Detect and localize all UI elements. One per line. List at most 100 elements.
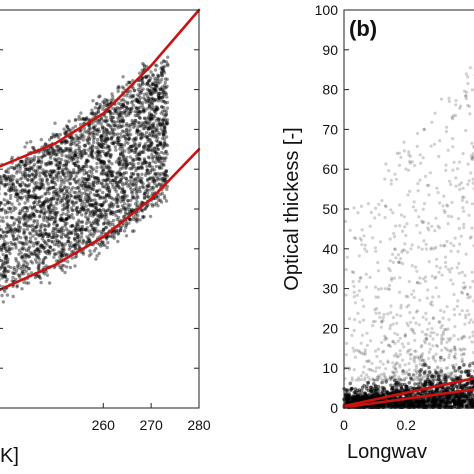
scatter-point	[146, 74, 151, 78]
scatter-point	[0, 228, 4, 232]
scatter-point	[149, 123, 153, 127]
scatter-point	[27, 254, 31, 259]
scatter-point	[102, 184, 106, 189]
scatter-point	[47, 205, 51, 210]
scatter-point	[389, 402, 394, 407]
scatter-point	[43, 211, 47, 215]
scatter-point	[22, 174, 26, 178]
scatter-point	[150, 142, 154, 146]
scatter-point	[52, 197, 56, 201]
scatter-point	[125, 179, 129, 183]
scatter-point	[128, 124, 132, 129]
scatter-point	[129, 161, 133, 165]
scatter-point	[97, 141, 101, 146]
scatter-point	[149, 101, 154, 105]
scatter-point	[10, 216, 14, 220]
x-tick-label: 280	[187, 417, 211, 433]
scatter-point	[126, 205, 131, 209]
scatter-point	[160, 191, 164, 195]
scatter-point	[89, 151, 93, 155]
scatter-point	[64, 171, 69, 175]
scatter-point	[407, 361, 411, 366]
scatter-point	[24, 210, 28, 215]
scatter-point	[155, 155, 160, 159]
scatter-point	[17, 202, 22, 206]
scatter-point	[102, 160, 106, 164]
scatter-point	[12, 205, 16, 209]
scatter-point	[142, 126, 147, 131]
scatter-point	[74, 247, 78, 251]
scatter-point	[373, 369, 378, 373]
scatter-point	[351, 396, 355, 400]
scatter-point	[93, 124, 98, 128]
scatter-point	[130, 196, 135, 200]
scatter-point	[39, 164, 43, 169]
scatter-point	[20, 241, 25, 245]
scatter-point	[116, 174, 120, 179]
scatter-point	[26, 196, 31, 200]
scatter-point	[90, 171, 94, 175]
scatter-point	[29, 224, 33, 228]
scatter-point	[114, 109, 118, 114]
scatter-point	[43, 142, 48, 147]
scatter-point	[26, 219, 30, 223]
scatter-point	[92, 167, 96, 171]
scatter-point	[70, 212, 74, 217]
scatter-point	[70, 230, 74, 235]
scatter-point	[59, 183, 63, 187]
scatter-point	[57, 156, 61, 161]
scatter-point	[0, 243, 4, 248]
scatter-point	[145, 94, 149, 98]
scatter-point	[387, 343, 391, 347]
scatter-point	[121, 111, 125, 115]
scatter-point	[95, 141, 100, 145]
scatter-point	[45, 215, 50, 220]
scatter-point	[27, 240, 32, 244]
scatter-point	[38, 232, 42, 236]
scatter-point	[107, 159, 111, 163]
scatter-point	[155, 132, 159, 137]
scatter-point	[134, 105, 138, 110]
scatter-point	[154, 129, 159, 133]
scatter-point	[101, 240, 105, 245]
scatter-point	[2, 269, 6, 274]
scatter-point	[50, 248, 55, 252]
scatter-point	[55, 145, 59, 149]
scatter-point	[16, 163, 21, 167]
scatter-point	[94, 208, 99, 212]
scatter-point	[95, 101, 99, 106]
scatter-point	[100, 159, 104, 163]
scatter-point	[79, 153, 83, 157]
scatter-point	[73, 153, 78, 158]
scatter-point	[6, 257, 10, 262]
scatter-point	[34, 225, 38, 229]
scatter-point	[141, 182, 145, 186]
scatter-point	[103, 196, 108, 200]
scatter-point	[81, 205, 85, 209]
scatter-point	[127, 161, 131, 166]
scatter-point	[105, 129, 110, 133]
scatter-point	[9, 188, 13, 192]
scatter-point	[124, 177, 129, 181]
scatter-point	[81, 179, 85, 184]
scatter-point	[157, 131, 161, 135]
scatter-point	[154, 84, 158, 88]
scatter-point	[163, 77, 168, 81]
scatter-point	[42, 186, 46, 190]
scatter-point	[421, 315, 425, 319]
scatter-point	[52, 210, 57, 214]
scatter-point	[34, 195, 38, 200]
scatter-point	[348, 381, 353, 386]
scatter-point	[6, 170, 10, 175]
scatter-point	[102, 129, 107, 133]
scatter-point	[2, 198, 6, 202]
scatter-point	[38, 174, 42, 178]
scatter-point	[139, 178, 143, 182]
scatter-point	[78, 245, 82, 249]
scatter-point	[120, 143, 124, 147]
scatter-point	[135, 97, 139, 102]
scatter-point	[123, 202, 127, 206]
scatter-point	[133, 113, 137, 118]
scatter-point	[355, 397, 360, 402]
scatter-point	[140, 79, 145, 83]
